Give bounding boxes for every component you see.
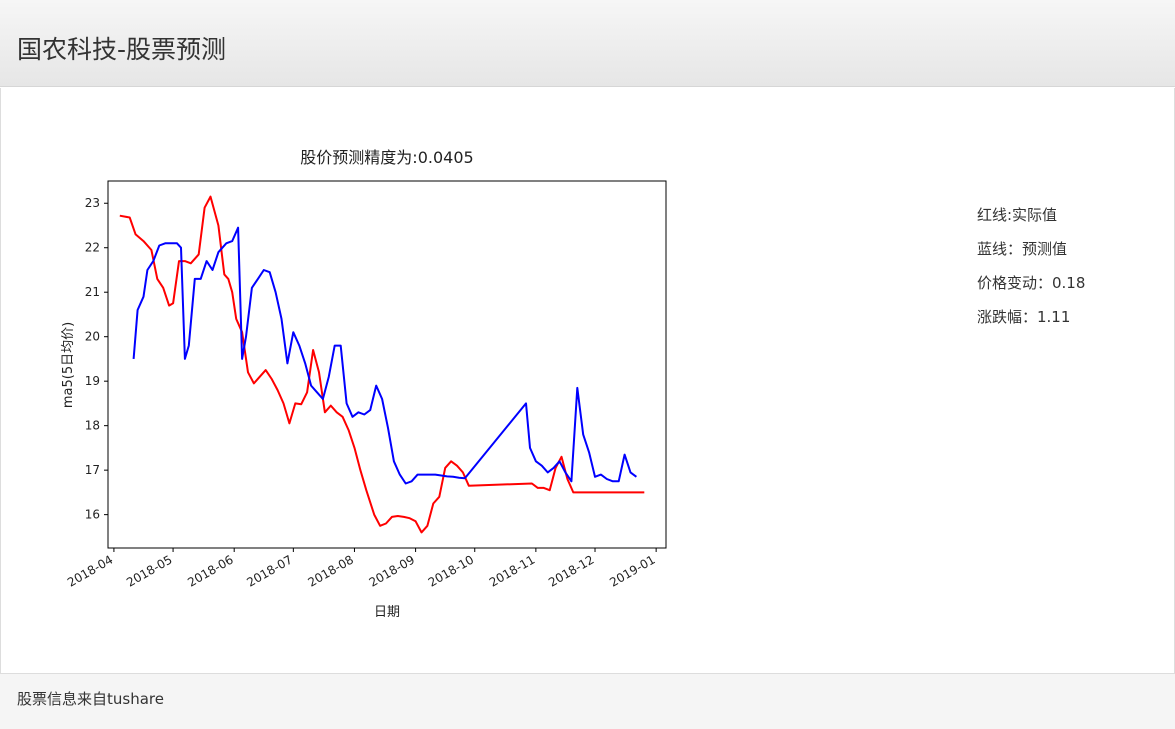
page-header: 国农科技-股票预测	[0, 0, 1175, 87]
x-tick-label: 2018-10	[426, 552, 476, 589]
y-tick-label: 22	[85, 241, 100, 255]
x-axis-label: 日期	[374, 605, 400, 620]
x-tick-label: 2018-07	[244, 552, 294, 589]
page-title: 国农科技-股票预测	[17, 30, 226, 66]
x-tick-label: 2018-08	[306, 552, 356, 589]
y-tick-label: 19	[85, 374, 100, 388]
x-tick-label: 2018-11	[487, 552, 537, 589]
legend-red-line: 红线:实际值	[977, 206, 1085, 240]
info-panel: 红线:实际值 蓝线：预测值 价格变动：0.18 涨跌幅：1.11	[977, 206, 1085, 342]
x-tick-label: 2018-12	[546, 552, 596, 589]
series-line-actual	[120, 197, 645, 533]
x-tick-label: 2019-01	[607, 552, 657, 589]
y-axis-label: ma5(5日均价)	[61, 322, 76, 408]
x-tick-label: 2018-06	[185, 552, 235, 589]
x-tick-label: 2018-09	[367, 552, 417, 589]
y-tick-label: 16	[85, 508, 100, 522]
page-footer: 股票信息来自tushare	[0, 673, 1175, 729]
price-change: 价格变动：0.18	[977, 274, 1085, 308]
y-tick-label: 18	[85, 419, 100, 433]
legend-blue-line: 蓝线：预测值	[977, 240, 1085, 274]
y-tick-label: 23	[85, 196, 100, 210]
series-line-predicted	[134, 228, 637, 484]
change-percent: 涨跌幅：1.11	[977, 308, 1085, 342]
x-tick-label: 2018-05	[124, 552, 174, 589]
x-tick-label: 2018-04	[65, 552, 115, 589]
main-panel: 股价预测精度为:0.0405 16 17 18 19 20 21 22 23 2018-04 2…	[0, 88, 1175, 673]
y-tick-label: 21	[85, 285, 100, 299]
chart-container: 股价预测精度为:0.0405 16 17 18 19 20 21 22 23 2018-04 2…	[56, 143, 686, 633]
y-tick-label: 20	[85, 330, 100, 344]
y-tick-label: 17	[85, 463, 100, 477]
data-source-text: 股票信息来自tushare	[17, 688, 164, 709]
chart-title: 股价预测精度为:0.0405	[300, 148, 473, 167]
